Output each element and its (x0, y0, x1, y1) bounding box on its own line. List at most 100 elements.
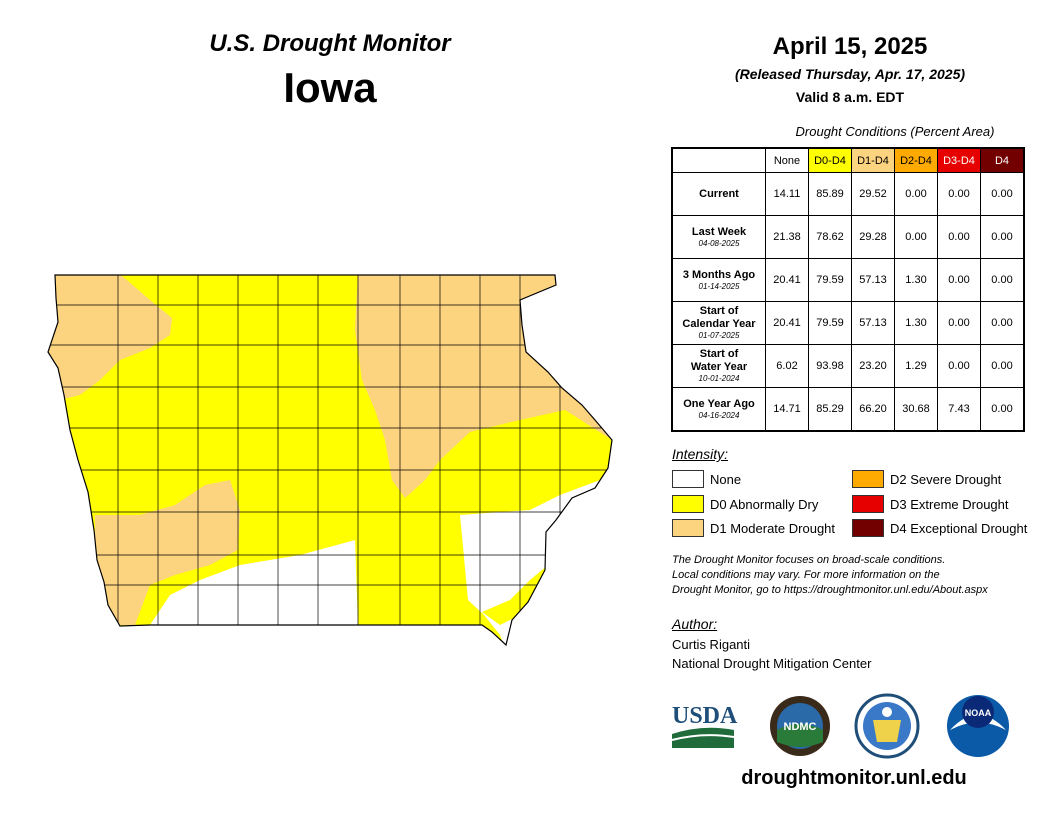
legend-swatch (672, 519, 704, 537)
legend-swatch (852, 495, 884, 513)
row-label-text: Start of (699, 305, 739, 317)
ndmc-logo: NDMC (770, 696, 830, 756)
legend-item-none: None (672, 469, 741, 489)
none-area-south-central (150, 540, 358, 625)
table-row-last-week: Last Week 04-08-2025 21.38 78.62 29.28 0.… (671, 215, 1025, 259)
partner-logos: USDA NDMC NOAA (671, 693, 1009, 759)
legend-item-d4: D4 Exceptional Drought (852, 518, 1027, 538)
table-row-3-months-ago: 3 Months Ago 01-14-2025 20.41 79.59 57.13… (671, 258, 1025, 302)
row-date: 04-16-2024 (698, 410, 740, 420)
row-label-text: Current (699, 187, 739, 200)
table-row-start-calendar-year: Start of Calendar Year 01-07-2025 20.41 79… (671, 301, 1025, 345)
table-cell: 66.20 (851, 387, 895, 432)
d0-area-southeast-strip (482, 565, 548, 625)
row-label: Start of Calendar Year 01-07-2025 (671, 301, 766, 345)
row-label-text: Last Week (691, 225, 747, 238)
table-cell: 0.00 (937, 344, 981, 388)
legend-label: D3 Extreme Drought (890, 496, 1009, 512)
drought-conditions-table: None D0-D4 D1-D4 D2-D4 D3-D4 D4 Current … (671, 147, 1025, 432)
table-row-current: Current 14.11 85.89 29.52 0.00 0.00 0.00 (671, 172, 1025, 216)
legend-swatch (672, 470, 704, 488)
row-label: Current (671, 172, 766, 216)
table-cell: 1.30 (894, 301, 938, 345)
legend-swatch (852, 519, 884, 537)
legend-item-d1: D1 Moderate Drought (672, 518, 835, 538)
row-label-text-2: Water Year (690, 361, 748, 373)
release-date: (Released Thursday, Apr. 17, 2025) (734, 66, 966, 82)
table-cell: 14.11 (765, 172, 809, 216)
iowa-state-outline (47, 274, 613, 647)
author-label: Author: (672, 616, 718, 632)
table-cell: 1.29 (894, 344, 938, 388)
table-cell: 85.89 (808, 172, 852, 216)
table-row-one-year-ago: One Year Ago 04-16-2024 14.71 85.29 66.20… (671, 387, 1025, 432)
table-cell: 0.00 (894, 215, 938, 259)
row-date: 10-01-2024 (698, 374, 740, 383)
table-cell: 0.00 (980, 301, 1025, 345)
table-cell: 0.00 (937, 258, 981, 302)
table-cell: 0.00 (980, 172, 1025, 216)
legend-item-d0: D0 Abnormally Dry (672, 494, 818, 514)
col-header-d4: D4 (980, 147, 1025, 173)
state-title: Iowa (283, 64, 377, 111)
map-date: April 15, 2025 (772, 33, 928, 60)
row-label-text: Start of (699, 348, 739, 360)
col-header-none: None (765, 147, 809, 173)
table-cell: 6.02 (765, 344, 809, 388)
table-row-start-water-year: Start of Water Year 10-01-2024 6.02 93.98 … (671, 344, 1025, 388)
note-line: The Drought Monitor focuses on broad-sca… (672, 554, 946, 566)
legend-item-d2: D2 Severe Drought (852, 469, 1001, 489)
table-cell: 1.30 (894, 258, 938, 302)
noaa-logo: NOAA (947, 695, 1009, 757)
d1-area-southwest (95, 480, 240, 625)
county-boundaries (48, 275, 612, 630)
table-cell: 0.00 (980, 387, 1025, 432)
legend-label: D1 Moderate Drought (710, 520, 836, 536)
table-header-row: None D0-D4 D1-D4 D2-D4 D3-D4 D4 (672, 147, 1025, 173)
table-caption: Drought Conditions (Percent Area) (795, 124, 995, 139)
col-header-d2-d4: D2-D4 (894, 147, 938, 173)
noaa-logo-text: NOAA (965, 708, 992, 718)
author-name: Curtis Riganti (672, 637, 751, 652)
legend-title: Intensity: (672, 446, 729, 462)
note-line: Local conditions may vary. For more info… (672, 569, 940, 581)
table-cell: 0.00 (980, 344, 1025, 388)
table-cell: 29.52 (851, 172, 895, 216)
col-header-d1-d4: D1-D4 (851, 147, 895, 173)
table-cell: 7.43 (937, 387, 981, 432)
ndmc-logo-text: NDMC (784, 721, 817, 733)
table-cell: 20.41 (765, 301, 809, 345)
row-date: 01-14-2025 (698, 281, 740, 291)
row-label: One Year Ago 04-16-2024 (671, 387, 766, 432)
table-cell: 14.71 (765, 387, 809, 432)
valid-time: Valid 8 a.m. EDT (795, 89, 905, 105)
legend-label: D2 Severe Drought (890, 471, 1002, 487)
website-url[interactable]: droughtmonitor.unl.edu (741, 767, 967, 789)
col-header-d3-d4: D3-D4 (937, 147, 981, 173)
legend-item-d3: D3 Extreme Drought (852, 494, 1009, 514)
table-cell: 79.59 (808, 258, 852, 302)
col-header-d0-d4: D0-D4 (808, 147, 852, 173)
table-cell: 0.00 (937, 301, 981, 345)
table-cell: 0.00 (937, 172, 981, 216)
table-cell: 30.68 (894, 387, 938, 432)
row-label-text-2: Calendar Year (682, 318, 756, 330)
usda-logo-text: USDA (672, 703, 738, 729)
legend-label: None (710, 471, 742, 487)
table-cell: 57.13 (851, 301, 895, 345)
table-cell: 29.28 (851, 215, 895, 259)
table-cell: 85.29 (808, 387, 852, 432)
author-organization: National Drought Mitigation Center (672, 656, 872, 671)
table-cell: 79.59 (808, 301, 852, 345)
row-label-text: One Year Ago (683, 397, 755, 410)
product-title: U.S. Drought Monitor (209, 30, 451, 57)
row-date: 01-07-2025 (698, 331, 740, 340)
table-cell: 23.20 (851, 344, 895, 388)
table-cell: 0.00 (894, 172, 938, 216)
legend-swatch (852, 470, 884, 488)
row-label-text: 3 Months Ago (682, 268, 756, 281)
table-cell: 20.41 (765, 258, 809, 302)
table-cell: 78.62 (808, 215, 852, 259)
row-label: Start of Water Year 10-01-2024 (671, 344, 766, 388)
table-cell: 93.98 (808, 344, 852, 388)
